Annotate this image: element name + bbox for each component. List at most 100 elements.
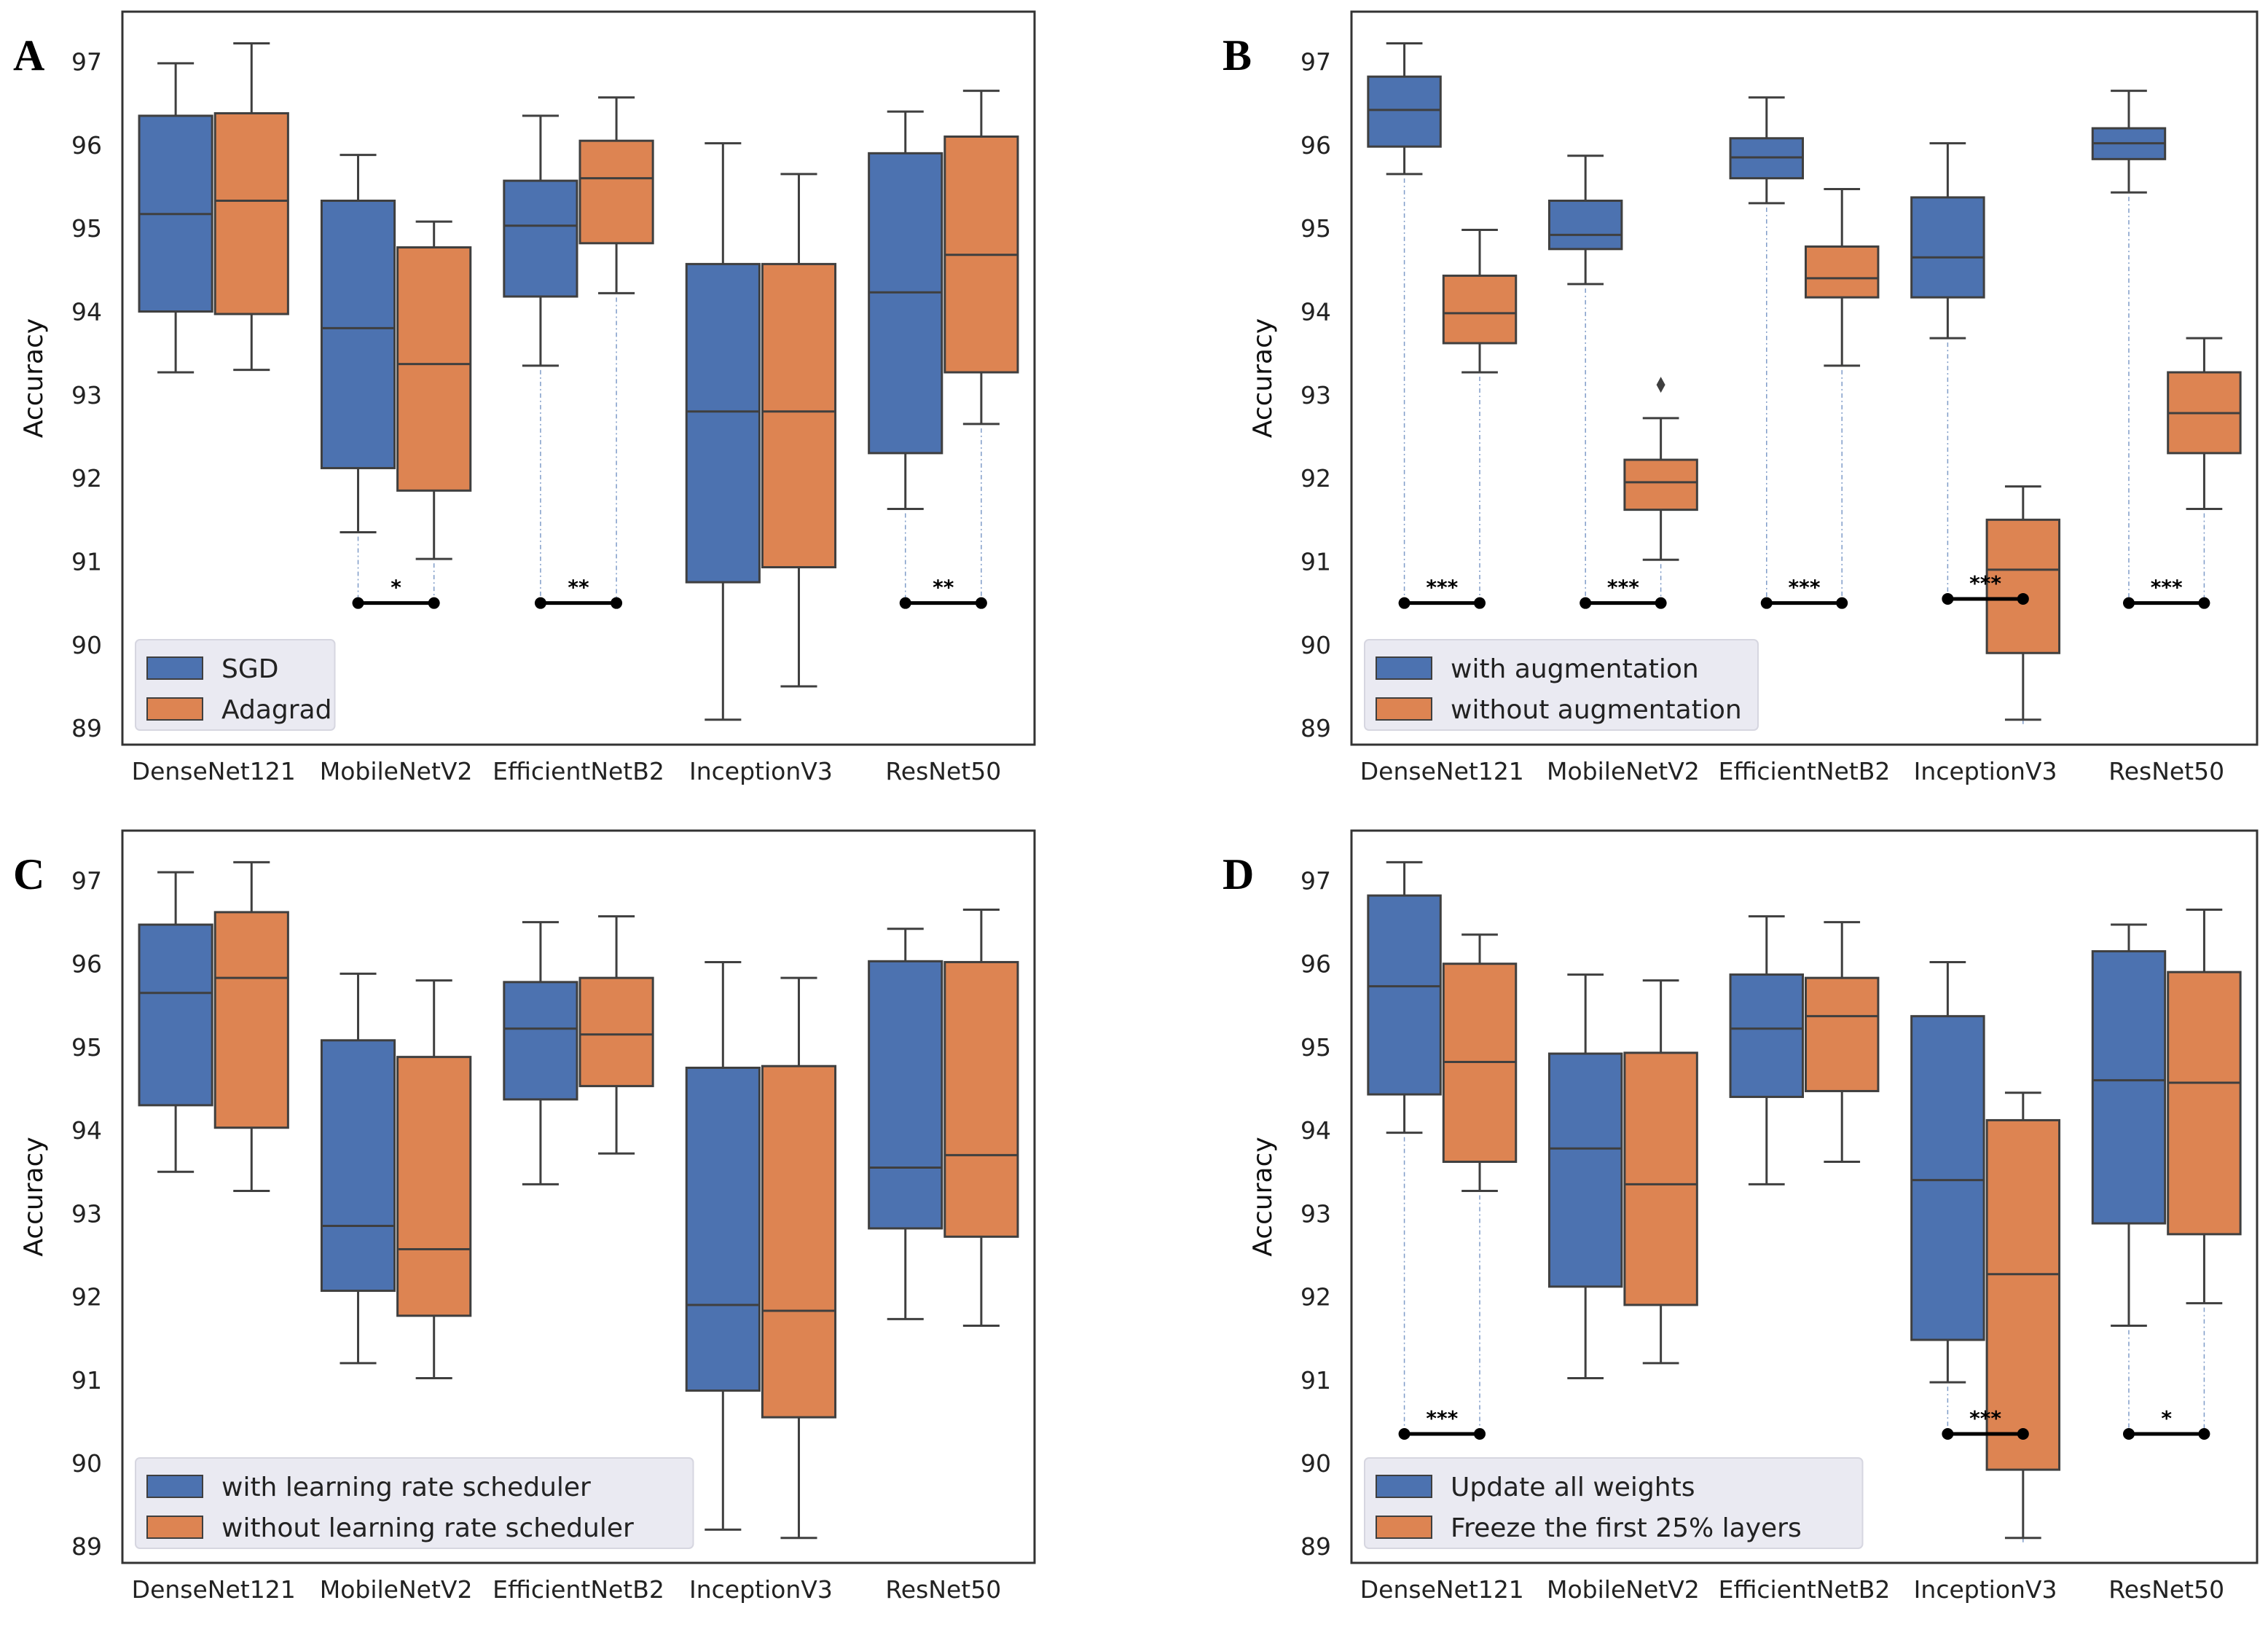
box-sgd-mobilenetv2 — [320, 154, 396, 533]
box-body — [213, 911, 289, 1129]
significance-label: *** — [1969, 1406, 2001, 1430]
significance-dot — [352, 597, 364, 609]
x-tick-label: ResNet50 — [2108, 1575, 2224, 1604]
box-body — [761, 1065, 837, 1419]
significance-label: * — [2161, 1406, 2172, 1430]
y-tick-label: 91 — [71, 548, 102, 576]
box-freeze-the-first-25-layers-efficientnetb2 — [1805, 921, 1880, 1164]
box-sgd-densenet121 — [138, 62, 213, 374]
legend-label: without augmentation — [1451, 695, 1742, 725]
box-body — [1985, 1118, 2061, 1471]
y-tick-label: 89 — [71, 714, 102, 742]
x-tick-label: ResNet50 — [885, 1575, 1001, 1604]
legend-swatch — [146, 1475, 203, 1498]
significance-dot — [2122, 597, 2135, 609]
y-tick-label: 95 — [71, 1033, 102, 1062]
box-body — [320, 200, 396, 469]
x-tick-label: DenseNet121 — [132, 757, 296, 785]
y-tick-label: 90 — [1300, 1449, 1331, 1478]
legend-swatch — [146, 697, 203, 721]
box-body — [320, 1039, 396, 1293]
box-body — [503, 179, 578, 298]
box-body — [396, 246, 472, 492]
significance-dot — [1474, 597, 1486, 609]
significance-dot — [428, 597, 440, 609]
box-with-learning-rate-scheduler-efficientnetb2 — [503, 921, 578, 1185]
legend-label: Freeze the first 25% layers — [1451, 1513, 1802, 1543]
box-body — [685, 262, 761, 584]
y-axis-label: Accuracy — [19, 318, 49, 438]
box-body — [578, 976, 654, 1088]
y-axis-label: Accuracy — [1248, 318, 1278, 438]
significance-dot — [534, 597, 546, 609]
significance-label: ** — [933, 576, 954, 600]
y-tick-label: 94 — [1300, 1116, 1331, 1145]
box-body — [943, 960, 1019, 1238]
x-tick-label: DenseNet121 — [132, 1575, 296, 1604]
significance-label: *** — [1426, 1406, 1458, 1430]
x-tick-label: EfficientNetB2 — [493, 757, 664, 785]
plot-frame — [1350, 829, 2259, 1564]
box-body — [1442, 274, 1518, 345]
significance-dot — [1836, 597, 1848, 609]
box-freeze-the-first-25-layers-resnet50 — [2167, 908, 2242, 1305]
significance-dot — [2017, 592, 2029, 605]
box-body — [761, 262, 837, 569]
y-tick-label: 91 — [1300, 1366, 1331, 1395]
y-tick-label: 96 — [71, 131, 102, 160]
significance-label: *** — [1789, 576, 1821, 600]
y-tick-label: 93 — [1300, 381, 1331, 409]
significance-label: * — [391, 576, 401, 600]
significance-label: *** — [2151, 576, 2183, 600]
plot-frame — [121, 829, 1036, 1564]
box-update-all-weights-efficientnetb2 — [1729, 915, 1805, 1185]
x-tick-label: MobileNetV2 — [320, 757, 473, 785]
y-tick-label: 97 — [71, 867, 102, 895]
x-tick-label: DenseNet121 — [1360, 757, 1524, 785]
panel-letter: D — [1223, 850, 1254, 898]
significance-dot — [1398, 597, 1410, 609]
y-tick-label: 93 — [71, 381, 102, 409]
box-body — [685, 1066, 761, 1392]
box-body — [1367, 75, 1442, 148]
x-tick-label: InceptionV3 — [689, 1575, 833, 1604]
significance-dot — [1942, 1427, 1954, 1440]
panel-letter: A — [13, 31, 44, 79]
y-tick-label: 96 — [1300, 131, 1331, 160]
panel-b: B 89 90 91 92 93 94 95 96 97 Accuracy DenseNet121 Mo… — [1223, 10, 2259, 785]
y-tick-label: 93 — [1300, 1199, 1331, 1228]
box-body — [1623, 1051, 1698, 1306]
significance-label: *** — [1426, 576, 1458, 600]
x-tick-label: InceptionV3 — [689, 757, 833, 785]
legend-label: SGD — [221, 654, 278, 684]
box-with-augmentation-densenet121 — [1367, 42, 1442, 176]
significance-dot — [1474, 1427, 1486, 1440]
x-tick-label: MobileNetV2 — [320, 1575, 473, 1604]
box-sgd-resnet50 — [868, 110, 943, 510]
legend-swatch — [1376, 1475, 1432, 1498]
y-tick-label: 93 — [71, 1199, 102, 1228]
box-without-augmentation-resnet50 — [2167, 337, 2242, 510]
box-adagrad-densenet121 — [213, 42, 289, 372]
significance-dot — [1655, 597, 1667, 609]
plot-frame — [1350, 10, 2259, 746]
y-tick-label: 94 — [1300, 298, 1331, 326]
legend-swatch — [146, 1516, 203, 1539]
box-without-augmentation-densenet121 — [1442, 229, 1518, 374]
y-tick-label: 97 — [1300, 48, 1331, 77]
box-without-learning-rate-scheduler-inceptionv3 — [761, 976, 837, 1540]
x-tick-label: EfficientNetB2 — [1719, 1575, 1891, 1604]
legend-swatch — [1376, 697, 1432, 721]
x-tick-label: ResNet50 — [2108, 757, 2224, 785]
x-tick-label: InceptionV3 — [1914, 757, 2057, 785]
panel-letter: B — [1223, 31, 1252, 79]
panel-a: A 89 90 91 92 93 94 95 96 97 Accuracy DenseNet121 Mo… — [13, 10, 1036, 785]
box-with-augmentation-inceptionv3 — [1910, 142, 1985, 340]
y-tick-label: 94 — [71, 298, 102, 326]
significance-dot — [975, 597, 987, 609]
significance-dot — [1942, 592, 1954, 605]
y-axis-label: Accuracy — [19, 1137, 49, 1256]
box-without-augmentation-mobilenetv2 — [1623, 377, 1698, 561]
box-with-learning-rate-scheduler-inceptionv3 — [685, 960, 761, 1531]
